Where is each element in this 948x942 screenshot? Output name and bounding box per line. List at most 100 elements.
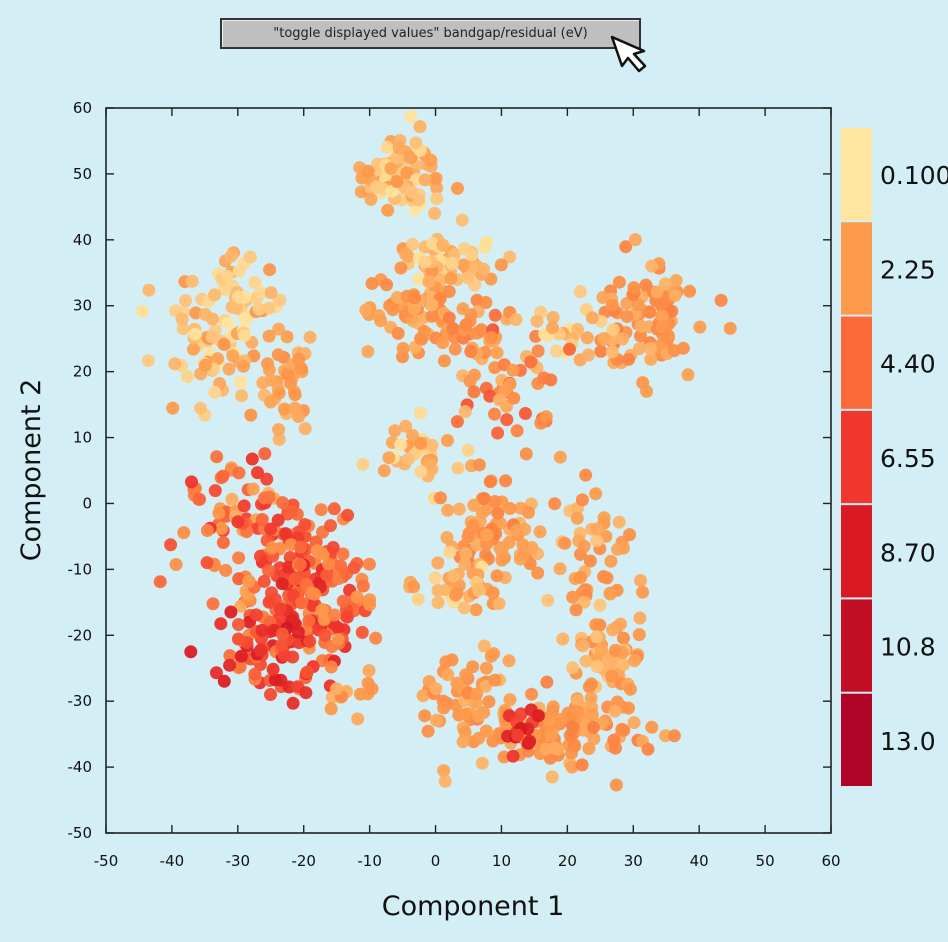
- scatter-point: [318, 629, 332, 642]
- scatter-point: [266, 662, 280, 676]
- scatter-point: [364, 192, 378, 206]
- scatter-point: [466, 660, 480, 674]
- scatter-point: [288, 572, 302, 586]
- scatter-point: [459, 318, 473, 332]
- scatter-point: [186, 342, 200, 356]
- scatter-point: [353, 687, 367, 701]
- scatter-point: [441, 668, 455, 682]
- scatter-point: [595, 643, 609, 657]
- scatter-point: [246, 482, 260, 496]
- scatter-point: [444, 271, 458, 285]
- scatter-point: [566, 661, 579, 675]
- scatter-point: [314, 503, 328, 517]
- scatter-point: [418, 255, 432, 269]
- scatter-point: [480, 528, 494, 542]
- scatter-point: [644, 352, 658, 366]
- scatter-point: [457, 601, 471, 615]
- scatter-point: [255, 623, 269, 637]
- scatter-point: [569, 603, 583, 617]
- scatter-point: [411, 592, 425, 606]
- scatter-point: [264, 688, 277, 701]
- scatter-point: [655, 299, 668, 313]
- scatter-point: [451, 461, 465, 475]
- scatter-point: [510, 424, 524, 438]
- scatter-point: [185, 475, 198, 489]
- scatter-point: [655, 320, 669, 334]
- scatter-point: [565, 760, 579, 774]
- scatter-point: [631, 298, 645, 312]
- scatter-point: [384, 162, 398, 175]
- scatter-point: [434, 491, 447, 505]
- plot-frame: [105, 107, 832, 834]
- scatter-point: [525, 687, 539, 701]
- y-tick-label: 60: [73, 99, 92, 117]
- scatter-point: [175, 312, 189, 326]
- scatter-point: [404, 110, 418, 124]
- scatter-point: [418, 173, 432, 187]
- scatter-point: [667, 729, 681, 743]
- arrow-cursor-icon: [610, 35, 647, 73]
- scatter-point: [477, 492, 491, 505]
- toggle-displayed-values-button[interactable]: "toggle displayed values" bandgap/residu…: [220, 18, 641, 49]
- scatter-point: [258, 447, 272, 461]
- scatter-point: [623, 682, 637, 696]
- x-tick-label: 60: [821, 852, 840, 870]
- scatter-point: [597, 511, 611, 525]
- scatter-point: [632, 342, 646, 356]
- scatter-point: [437, 354, 451, 368]
- scatter-point: [609, 741, 622, 755]
- scatter-point: [544, 728, 558, 742]
- axis-ticks: -50 -40 -30 -20 -10 0 10 20 30 40 50 60 -50 -40 -30 -20…: [68, 99, 841, 870]
- scatter-point: [586, 721, 600, 734]
- scatter-point: [223, 658, 237, 672]
- scatter-point: [553, 562, 567, 576]
- scatter-point: [523, 557, 537, 571]
- scatter-point: [292, 352, 306, 366]
- scatter-point: [542, 714, 556, 728]
- scatter-point: [440, 531, 454, 544]
- colorbar-label: 4.40: [880, 350, 936, 379]
- scatter-point: [622, 352, 636, 366]
- scatter-point: [483, 475, 497, 489]
- scatter-point: [636, 376, 650, 390]
- x-tick-label: 30: [624, 852, 643, 870]
- scatter-point: [590, 660, 604, 673]
- scatter-point: [612, 275, 626, 289]
- scatter-point: [400, 166, 414, 180]
- scatter-point: [222, 362, 236, 376]
- scatter-point: [458, 405, 472, 419]
- scatter-point: [479, 661, 493, 675]
- colorbar-label: 10.8: [880, 633, 936, 662]
- scatter-point: [467, 385, 481, 399]
- scatter-point: [580, 331, 594, 345]
- colorbar-block: [841, 693, 872, 786]
- scatter-points: [136, 110, 737, 792]
- scatter-point: [216, 469, 230, 483]
- scatter-point: [488, 673, 502, 687]
- scatter-point: [414, 465, 428, 479]
- scatter-point: [251, 466, 264, 480]
- scatter-point: [589, 487, 603, 501]
- scatter-point: [211, 352, 225, 366]
- x-tick-label: -50: [94, 852, 119, 870]
- colorbar-block: [841, 316, 872, 409]
- scatter-point: [643, 305, 657, 319]
- scatter-point: [401, 452, 415, 466]
- scatter-point: [429, 713, 443, 727]
- scatter-point: [531, 344, 545, 358]
- scatter-point: [407, 580, 421, 594]
- scatter-point: [330, 682, 344, 696]
- x-tick-label: -10: [357, 852, 382, 870]
- scatter-point: [479, 724, 493, 738]
- scatter-point: [494, 258, 508, 272]
- scatter-point: [303, 330, 317, 344]
- scatter-point: [546, 311, 560, 324]
- y-tick-label: 10: [73, 429, 92, 447]
- scatter-point: [469, 603, 483, 617]
- scatter-point: [226, 349, 240, 363]
- scatter-point: [208, 385, 222, 399]
- scatter-point: [470, 687, 484, 701]
- scatter-point: [268, 673, 282, 687]
- scatter-point: [237, 359, 250, 373]
- scatter-point: [566, 720, 580, 734]
